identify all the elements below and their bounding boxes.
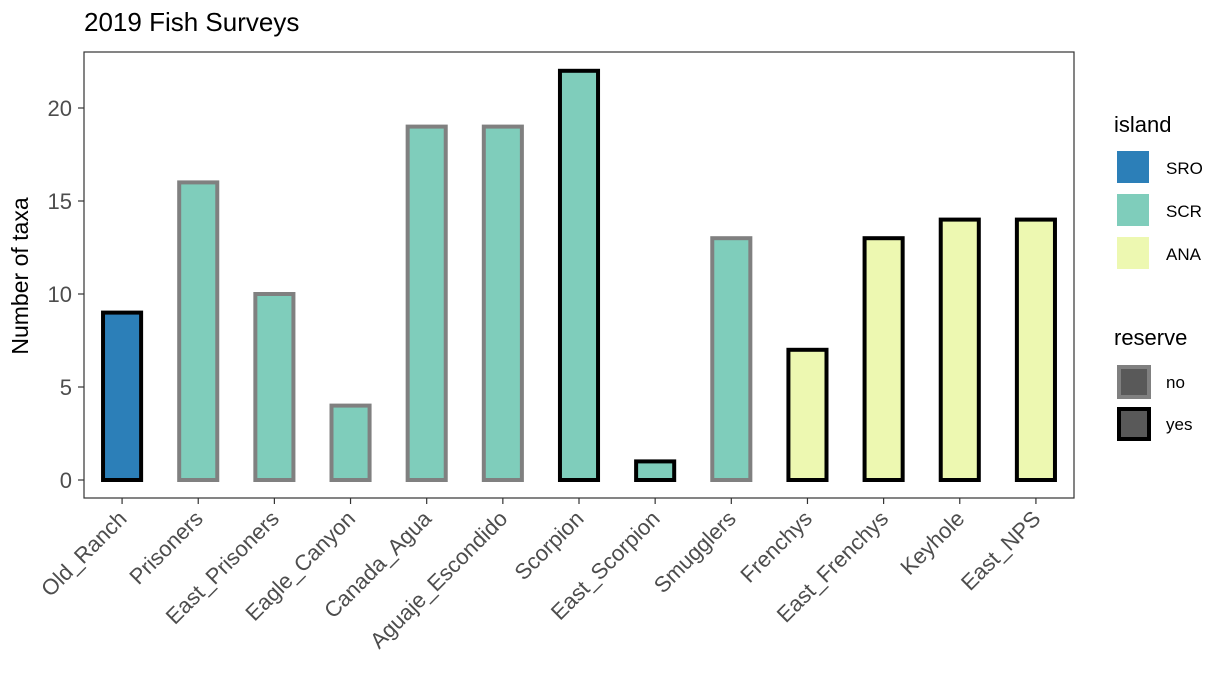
x-axis: Old_RanchPrisonersEast_PrisonersEagle_Ca…	[36, 498, 1045, 653]
bar-smugglers	[710, 236, 753, 482]
legend-label: SCR	[1166, 202, 1202, 221]
x-tick-label: Old_Ranch	[36, 506, 132, 602]
legend-swatch-scr	[1117, 194, 1149, 226]
legend-title-reserve: reserve	[1114, 325, 1187, 350]
bar-canada-agua	[405, 124, 448, 482]
bars	[101, 68, 1057, 483]
bar-aguaje-escondido	[481, 124, 524, 482]
legend-label: no	[1166, 373, 1185, 392]
x-tick-label: Keyhole	[895, 506, 969, 580]
x-tick-label: Scorpion	[509, 506, 588, 585]
legend-swatch-reserve-yes	[1117, 407, 1151, 441]
y-tick-label: 10	[48, 282, 72, 307]
y-axis: 0 5 10 15 20	[48, 96, 84, 493]
bar-east-frenchys	[862, 236, 905, 482]
legend-swatch-reserve-no	[1117, 365, 1151, 399]
bar-keyhole	[938, 217, 981, 482]
legend-label: SRO	[1166, 159, 1203, 178]
bar-east-nps	[1014, 217, 1057, 482]
bar-east-prisoners	[253, 292, 296, 482]
legend-title-island: island	[1114, 112, 1171, 137]
bar-eagle-canyon	[329, 403, 372, 483]
legend-label: yes	[1166, 415, 1192, 434]
x-tick-label: Smugglers	[649, 506, 741, 598]
legend-label: ANA	[1166, 245, 1202, 264]
legend-swatch-ana	[1117, 237, 1149, 269]
y-tick-label: 0	[60, 468, 72, 493]
x-tick-label: Aguaje_Escondido	[365, 506, 512, 653]
bar-prisoners	[177, 180, 220, 482]
chart-title: 2019 Fish Surveys	[84, 7, 299, 37]
legend-swatch-sro	[1117, 151, 1149, 183]
x-tick-label: East_NPS	[956, 506, 1045, 595]
y-tick-label: 20	[48, 96, 72, 121]
y-tick-label: 15	[48, 189, 72, 214]
bar-scorpion	[557, 68, 601, 483]
y-tick-label: 5	[60, 375, 72, 400]
bar-old-ranch	[101, 310, 144, 482]
y-axis-label: Number of taxa	[7, 197, 33, 354]
legend: island SRO SCR ANA reserve no yes	[1114, 112, 1203, 441]
bar-frenchys	[786, 347, 829, 482]
bar-east-scorpion	[634, 459, 677, 482]
